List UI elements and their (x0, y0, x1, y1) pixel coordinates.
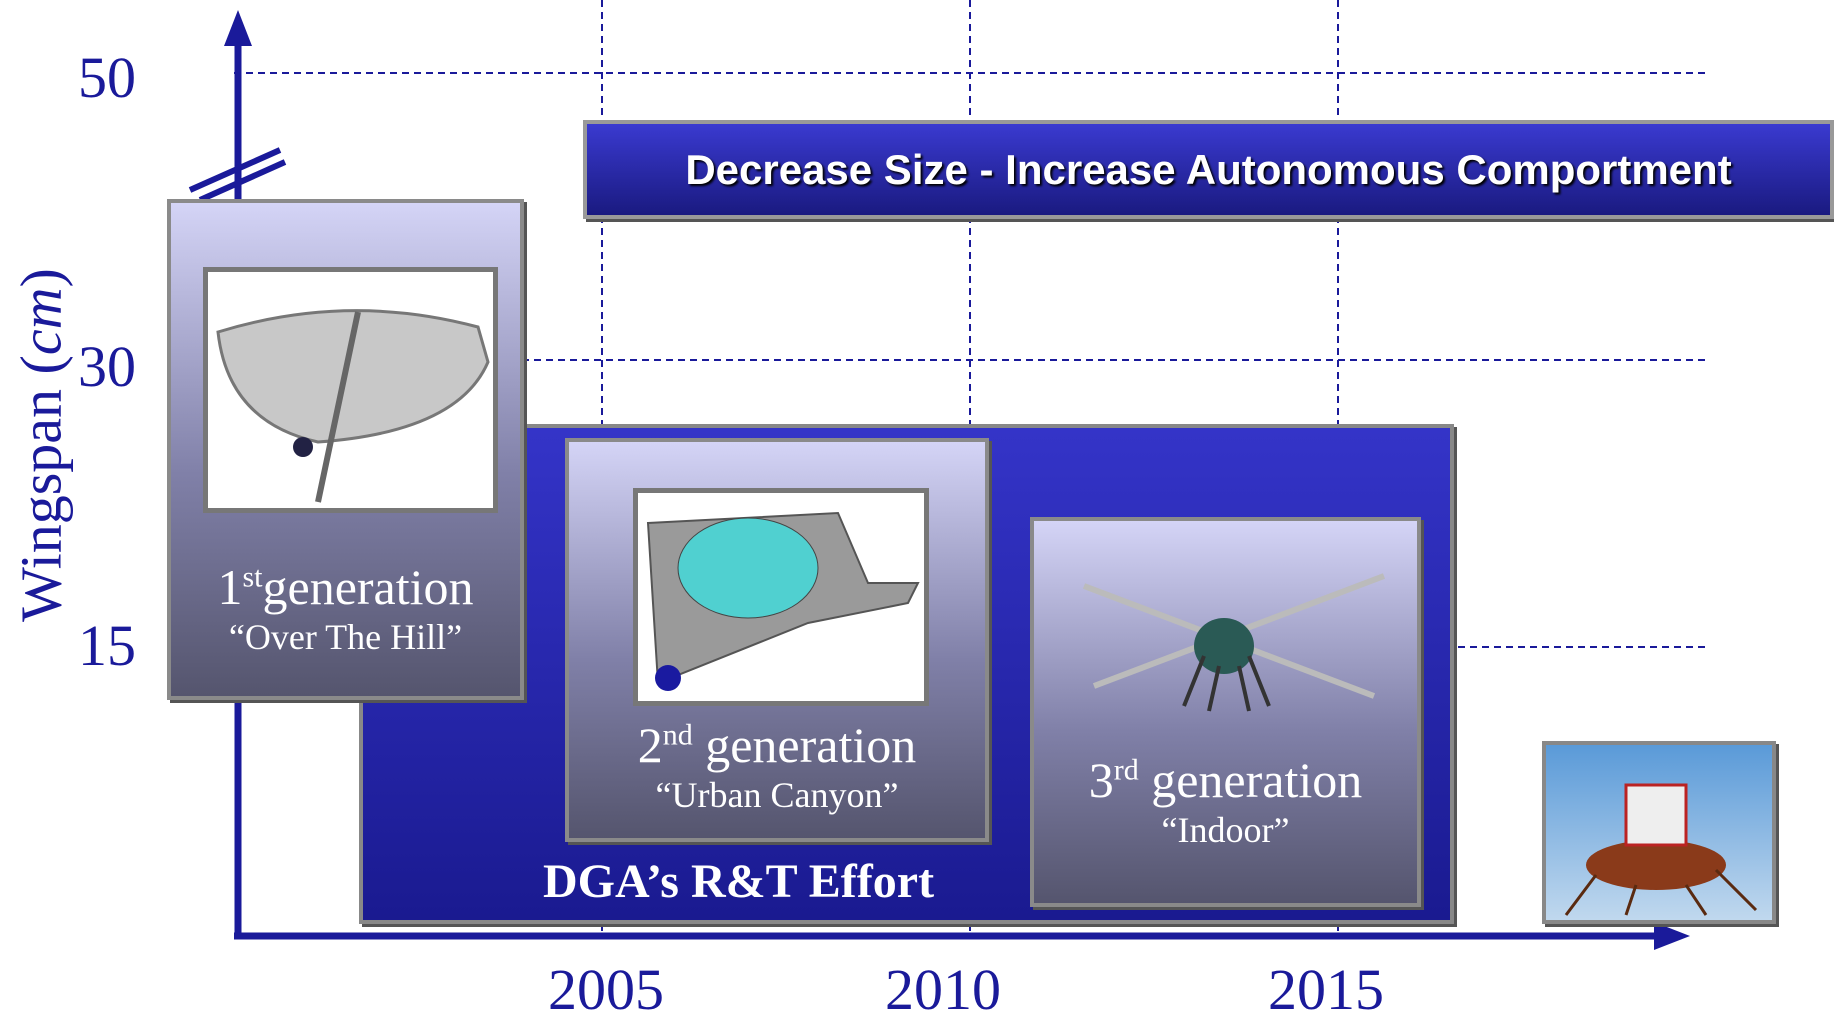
generation-name: “Urban Canyon” (569, 774, 985, 816)
generation-label: generation (263, 559, 474, 615)
y-tick-label: 15 (78, 612, 136, 679)
y-arrow (224, 10, 252, 46)
slide: 50 30 15 2005 2010 2015 Wingspan (cm) De… (0, 0, 1834, 1017)
generation-name: “Indoor” (1034, 809, 1417, 851)
generation-card: 2nd generation “Urban Canyon” (565, 438, 989, 842)
x-tick-label: 2005 (548, 956, 664, 1023)
x-tick-label: 2015 (1268, 956, 1384, 1023)
generation-label: generation (1139, 752, 1363, 808)
generation-text: 3rd generation “Indoor” (1034, 751, 1417, 851)
generation-name: “Over The Hill” (171, 616, 520, 658)
ordinal-suffix: rd (1114, 753, 1139, 786)
insect-drawing (1546, 745, 1772, 920)
y-axis-label: Wingspan (cm) (8, 268, 75, 622)
ordinal-suffix: nd (663, 718, 693, 751)
dragonfly-drawing (1064, 546, 1394, 726)
drone-drawing (208, 272, 493, 508)
ordinal: 3 (1089, 752, 1114, 808)
generation-text: 2nd generation “Urban Canyon” (569, 716, 985, 816)
generation-card: 1stgeneration “Over The Hill” (167, 199, 524, 700)
banner: Decrease Size - Increase Autonomous Comp… (583, 120, 1834, 219)
ordinal: 2 (638, 717, 663, 773)
ordinal-suffix: st (242, 560, 262, 593)
label-close: ) (9, 268, 74, 287)
generation-text: 1stgeneration “Over The Hill” (171, 558, 520, 658)
drone-image (203, 267, 498, 513)
drone-drawing (638, 493, 924, 701)
label-text: Wingspan ( (9, 355, 74, 622)
drone-image (633, 488, 929, 706)
y-tick-label: 50 (78, 44, 136, 111)
banner-text: Decrease Size - Increase Autonomous Comp… (685, 146, 1731, 194)
generation-label: generation (693, 717, 917, 773)
insect-image (1542, 741, 1776, 924)
label-unit: cm (9, 288, 74, 356)
x-tick-label: 2010 (885, 956, 1001, 1023)
ordinal: 1 (217, 559, 242, 615)
y-tick-label: 30 (78, 333, 136, 400)
x-arrow (1654, 922, 1690, 950)
effort-label: DGA’s R&T Effort (543, 854, 934, 909)
generation-card: 3rd generation “Indoor” (1030, 517, 1421, 907)
